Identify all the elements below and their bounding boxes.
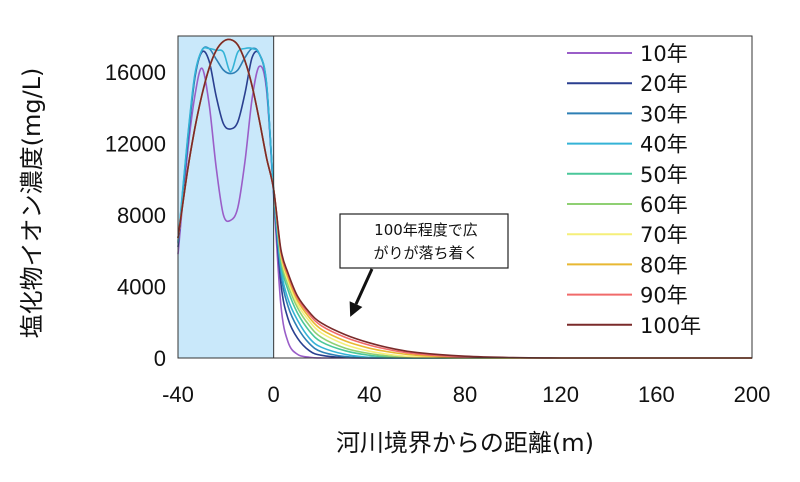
x-tick-label: 160 bbox=[638, 382, 675, 407]
y-axis-title: 塩化物イオン濃度(mg/L) bbox=[18, 68, 46, 339]
legend-label: 60年 bbox=[640, 193, 688, 217]
legend-label: 90年 bbox=[640, 284, 688, 308]
y-tick-label: 12000 bbox=[105, 131, 166, 156]
x-tick-label: 40 bbox=[357, 382, 381, 407]
annotation-box bbox=[339, 213, 509, 269]
y-tick-labels: 0 4000 8000 12000 16000 bbox=[105, 60, 166, 371]
legend-label: 40年 bbox=[640, 133, 688, 157]
legend-label: 10年 bbox=[640, 42, 688, 66]
x-tick-label: 200 bbox=[734, 382, 771, 407]
legend: 10年 20年 30年 40年 50年 60年 70年 80年 90年 100年 bbox=[567, 42, 701, 338]
x-tick-label: 0 bbox=[268, 382, 280, 407]
x-axis-title: 河川境界からの距離(m) bbox=[336, 429, 594, 457]
legend-label: 100年 bbox=[640, 314, 701, 338]
annotation-line-1: 100年程度で広 bbox=[374, 221, 478, 239]
x-tick-label: 120 bbox=[542, 382, 579, 407]
annotation-arrow bbox=[354, 268, 374, 305]
legend-label: 20年 bbox=[640, 72, 688, 96]
y-tick-label: 16000 bbox=[105, 60, 166, 85]
annotation: 100年程度で広 がりが落ち着く bbox=[339, 213, 509, 317]
series-line-10 bbox=[177, 38, 752, 359]
legend-label: 50年 bbox=[640, 163, 688, 187]
legend-label: 30年 bbox=[640, 102, 688, 126]
shaded-region bbox=[178, 36, 274, 358]
x-tick-label: -40 bbox=[162, 382, 194, 407]
x-tick-labels: -40 0 40 80 120 160 200 bbox=[162, 382, 770, 407]
legend-label: 80年 bbox=[640, 253, 688, 277]
annotation-arrowhead bbox=[349, 301, 363, 317]
plot-frame bbox=[177, 35, 753, 359]
y-tick-label: 4000 bbox=[117, 274, 166, 299]
x-tick-label: 80 bbox=[453, 382, 477, 407]
annotation-line-2: がりが落ち着く bbox=[373, 244, 478, 262]
legend-label: 70年 bbox=[640, 223, 688, 247]
y-tick-label: 8000 bbox=[117, 203, 166, 228]
series-lines bbox=[177, 38, 752, 359]
y-tick-label: 0 bbox=[154, 346, 166, 371]
